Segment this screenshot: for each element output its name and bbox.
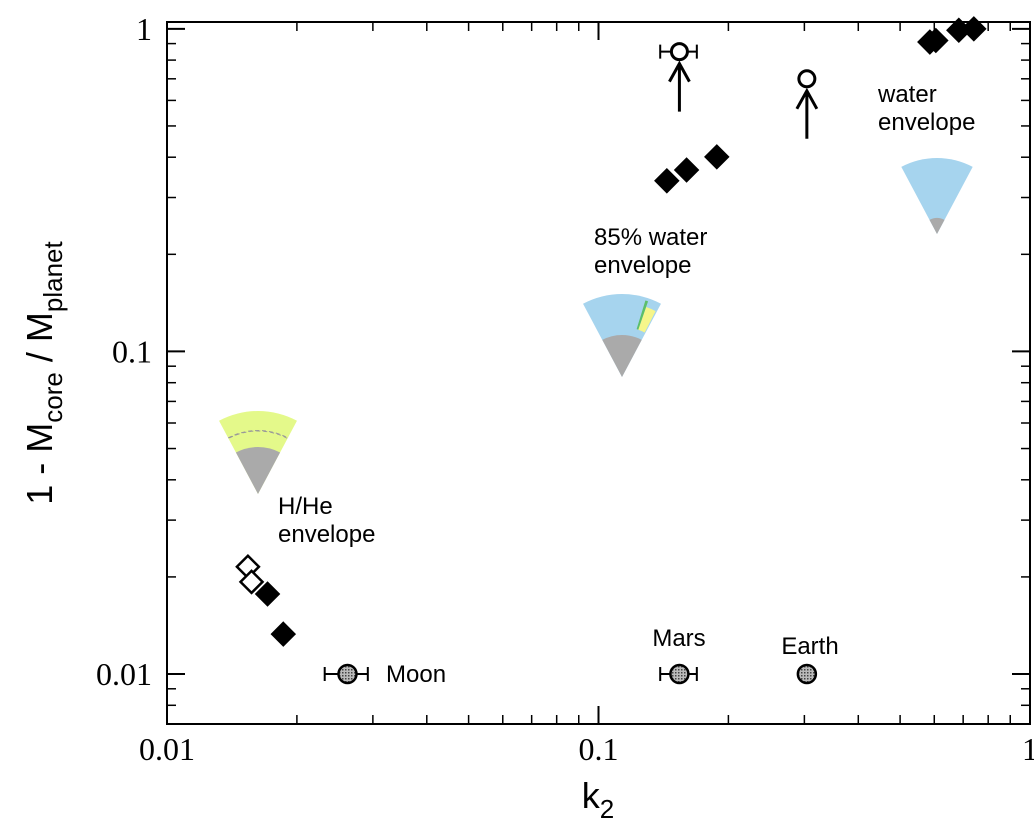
limit-arrow <box>669 64 689 112</box>
data-point <box>272 623 294 645</box>
annotation: envelope <box>278 521 375 548</box>
data-point <box>670 665 688 683</box>
wedge <box>929 218 944 234</box>
annotation: Moon <box>386 661 446 688</box>
limit-arrow <box>797 91 817 139</box>
data-point <box>338 665 356 683</box>
annotation: envelope <box>594 252 691 279</box>
data-point <box>656 170 678 192</box>
x-tick-label: 0.01 <box>139 731 195 767</box>
x-axis-label: k2 <box>582 775 614 824</box>
data-point <box>799 71 815 87</box>
x-tick-label: 0.1 <box>579 731 619 767</box>
annotation: 85% water <box>594 224 707 251</box>
x-tick-label: 1 <box>1022 731 1034 767</box>
y-tick-label: 1 <box>136 11 152 47</box>
wedge-icons <box>219 158 973 494</box>
wedge <box>236 447 280 494</box>
annotation: Earth <box>781 633 838 660</box>
data-point <box>798 665 816 683</box>
data-point <box>671 44 687 60</box>
annotation: envelope <box>878 109 975 136</box>
wedge <box>602 335 641 377</box>
y-tick-label: 0.1 <box>112 333 152 369</box>
data-point <box>706 146 728 168</box>
chart: k2 1 - Mcore / Mplanet 0.01 0.1 1 0.01 0.1 1 M… <box>0 0 1034 830</box>
y-axis-label: 1 - Mcore / Mplanet <box>19 241 68 505</box>
y-tick-label: 0.01 <box>96 656 152 692</box>
annotation: H/He <box>278 493 333 520</box>
annotation: water <box>877 81 937 108</box>
annotation: Mars <box>652 625 705 652</box>
data-point <box>676 159 698 181</box>
